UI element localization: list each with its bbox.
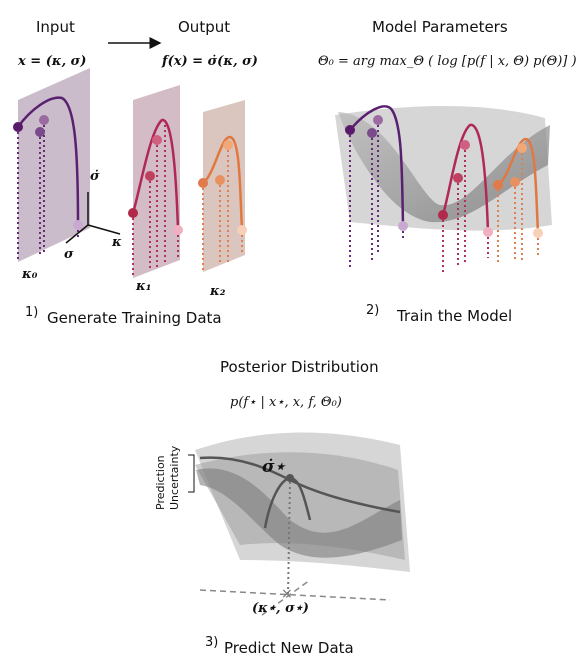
plane-label: κ₁ <box>135 279 151 294</box>
input-title: Input <box>36 18 75 36</box>
plane-label: κ₂ <box>209 284 226 299</box>
input-formula: x = (κ, σ) <box>17 54 86 69</box>
step-number: 1) <box>25 305 38 320</box>
formula: p(f⋆ | x⋆, x, f, Θ₀) <box>230 395 342 410</box>
panel-title: Model Parameters <box>372 18 508 36</box>
plane-2 <box>198 100 247 272</box>
caption: Predict New Data <box>224 639 354 657</box>
axis-label: σ <box>64 247 74 262</box>
point-label: (κ⋆, σ⋆) <box>252 601 309 616</box>
uncertainty-label: Prediction <box>154 455 167 510</box>
panel-title: Posterior Distribution <box>220 358 379 376</box>
prediction-label: σ̇⋆ <box>262 457 287 477</box>
output-title: Output <box>178 18 230 36</box>
axis-label: κ <box>111 235 122 250</box>
formula: Θ₀ = arg max_Θ ( log [p(f | x, Θ) p(Θ)] … <box>318 54 577 69</box>
plane-1 <box>128 85 183 278</box>
posterior-surface: × <box>188 433 410 616</box>
caption: Generate Training Data <box>47 309 222 327</box>
step-number: 2) <box>366 303 379 318</box>
axis-label: σ̇ <box>90 169 100 184</box>
model-surface <box>335 106 552 272</box>
plane-label: κ₀ <box>21 267 38 282</box>
uncertainty-label: Uncertainty <box>168 445 181 510</box>
caption: Train the Model <box>396 307 512 325</box>
step-number: 3) <box>205 635 218 650</box>
figure: Input Output x = (κ, σ) f(x) = σ̇(κ, σ) … <box>0 0 583 659</box>
svg-text:×: × <box>281 586 293 602</box>
output-formula: f(x) = σ̇(κ, σ) <box>161 54 258 69</box>
